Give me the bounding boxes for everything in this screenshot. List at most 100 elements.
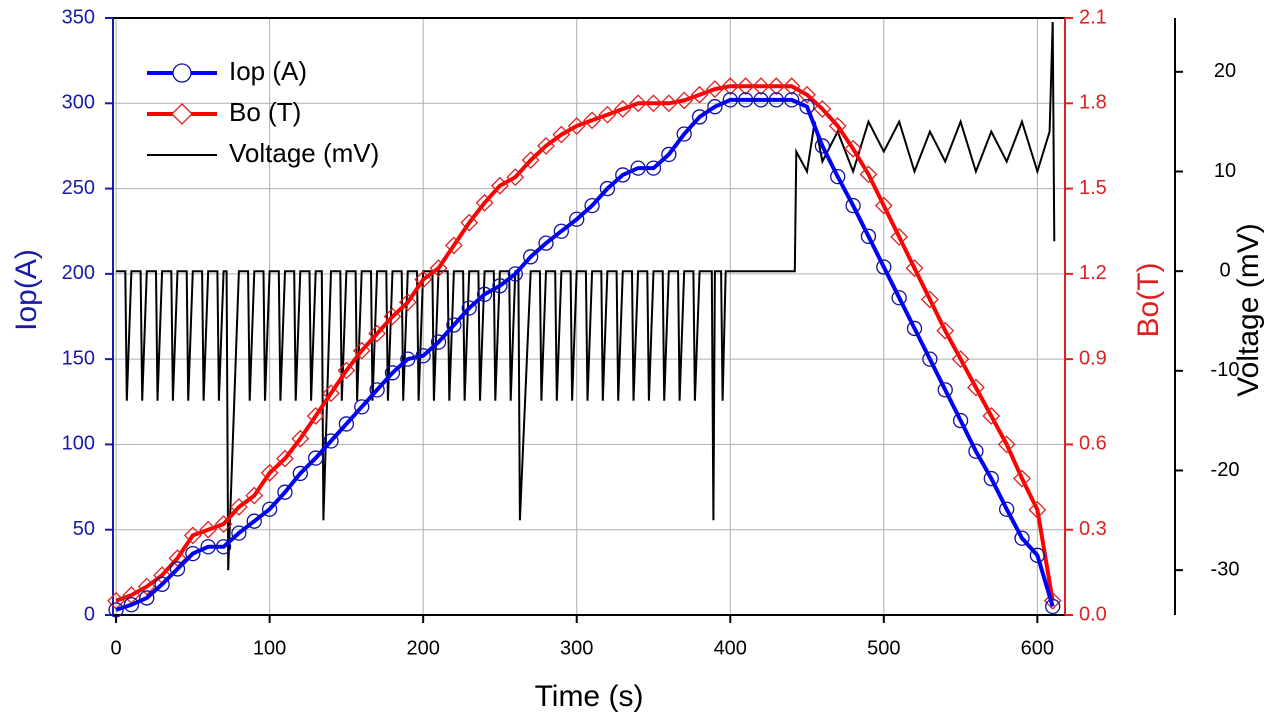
x-tick-label: 100 [253, 637, 286, 659]
data-point [383, 307, 402, 326]
data-point [492, 278, 508, 294]
data-point [799, 99, 815, 115]
data-point [246, 513, 262, 529]
data-point [354, 399, 370, 415]
y2-tick-label: 2.1 [1079, 6, 1107, 28]
data-point [538, 235, 554, 251]
data-point [691, 109, 708, 125]
y3-axis-title: Voltage (mV) [1232, 223, 1265, 396]
data-point [430, 334, 447, 350]
data-point [615, 167, 631, 183]
data-point [922, 351, 938, 367]
y-tick-label: 250 [62, 177, 95, 199]
legend-marker [172, 63, 192, 83]
data-point [1043, 591, 1062, 610]
data-point [690, 85, 709, 104]
data-point [154, 576, 170, 592]
x-tick-label: 600 [1021, 637, 1054, 659]
y2-tick-label: 0.6 [1079, 433, 1107, 455]
data-point [108, 602, 124, 618]
data-point [828, 117, 847, 135]
data-point [1014, 530, 1030, 546]
data-point [461, 300, 477, 316]
data-point [506, 168, 525, 187]
data-point [491, 176, 509, 195]
data-point [630, 160, 646, 176]
series-line [116, 21, 1056, 571]
data-point [874, 196, 893, 215]
data-point [475, 193, 494, 212]
legend-marker [171, 103, 193, 125]
data-point [123, 597, 140, 613]
data-point [937, 382, 953, 398]
data-point [338, 416, 355, 432]
data-point [599, 180, 616, 197]
data-point [414, 270, 433, 289]
y3-tick-label: -20 [1211, 459, 1240, 481]
data-point [537, 137, 555, 155]
data-point [552, 125, 571, 144]
data-point [200, 539, 216, 555]
data-point [951, 350, 970, 369]
data-point [476, 286, 493, 302]
data-point [721, 77, 740, 96]
data-point [292, 465, 308, 482]
y3-tick-label: 10 [1214, 160, 1236, 182]
data-point [291, 429, 310, 448]
data-point [199, 520, 218, 539]
data-point [429, 259, 448, 278]
data-point [905, 259, 924, 278]
data-point [369, 382, 385, 398]
data-point [999, 501, 1015, 517]
y3-tick-label: -10 [1211, 359, 1240, 381]
data-point [644, 94, 663, 113]
data-point [629, 94, 648, 113]
data-point [446, 317, 462, 333]
y-tick-label: 50 [73, 518, 95, 540]
data-point [352, 341, 371, 360]
data-point [845, 197, 861, 214]
data-point [675, 91, 694, 110]
data-point [1029, 547, 1046, 563]
data-point [983, 470, 999, 487]
data-point [229, 498, 248, 516]
x-tick-label: 200 [406, 637, 439, 659]
data-point [277, 484, 293, 500]
y2-axis-title: Bo(T) [1132, 263, 1165, 338]
data-point [569, 211, 585, 227]
y-tick-label: 300 [62, 92, 95, 114]
data-point [276, 449, 294, 468]
x-tick-label: 400 [714, 637, 747, 659]
data-point [1045, 598, 1061, 615]
legend-label: Voltage (mV) [229, 138, 379, 168]
data-point [245, 486, 264, 505]
data-point [1013, 469, 1031, 488]
data-point [507, 266, 523, 282]
data-point [768, 92, 784, 108]
data-point [982, 407, 1001, 425]
data-point [736, 77, 755, 96]
data-point [368, 324, 387, 343]
y2-tick-label: 0.3 [1079, 518, 1107, 540]
data-point [997, 435, 1016, 454]
data-point [705, 80, 724, 98]
data-point [169, 561, 186, 577]
y3-tick-label: 20 [1214, 60, 1236, 82]
data-point [400, 351, 416, 367]
series-line [115, 97, 1055, 612]
data-point [752, 77, 770, 96]
y-tick-label: 350 [62, 6, 95, 28]
data-point [183, 526, 202, 545]
data-point [645, 160, 662, 176]
y2-tick-label: 1.8 [1079, 92, 1107, 114]
data-point [553, 223, 570, 239]
y-tick-label: 0 [84, 603, 95, 625]
data-point [782, 77, 801, 96]
data-point [707, 99, 723, 115]
data-point [567, 117, 586, 135]
x-tick-label: 300 [560, 637, 593, 659]
data-point [814, 138, 831, 154]
data-point [860, 228, 877, 244]
legend-label: Iop (A) [229, 56, 307, 86]
